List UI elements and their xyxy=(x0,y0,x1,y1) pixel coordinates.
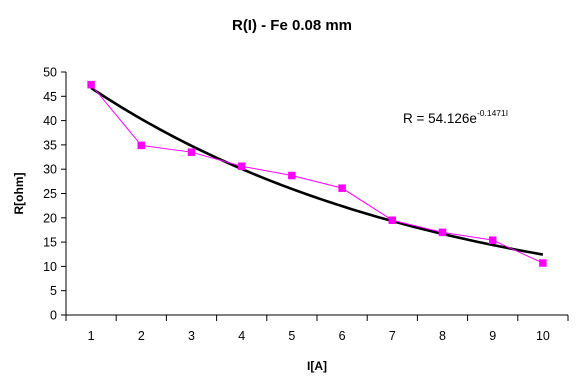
y-tick-label: 50 xyxy=(43,66,57,80)
x-tick-label: 8 xyxy=(439,329,446,343)
y-tick-label: 45 xyxy=(43,90,57,104)
data-point-marker xyxy=(87,80,95,89)
data-point-marker xyxy=(488,236,497,244)
x-axis-label: I[A] xyxy=(307,359,327,373)
data-point-marker xyxy=(137,141,146,150)
y-tick-label: 0 xyxy=(50,309,57,323)
x-tick-label: 10 xyxy=(536,329,550,343)
x-tick-label: 7 xyxy=(389,329,396,343)
y-tick-label: 25 xyxy=(43,187,57,201)
x-axis-ticks: 1 2 3 4 5 6 7 8 9 10 xyxy=(65,315,569,343)
x-tick-label: 4 xyxy=(238,329,245,343)
y-tick-label: 40 xyxy=(43,114,57,128)
y-tick-label: 15 xyxy=(43,236,57,250)
x-tick-label: 1 xyxy=(88,329,95,343)
y-axis-label: R[ohm] xyxy=(12,173,26,215)
series-markers xyxy=(87,80,547,267)
data-point-marker xyxy=(187,148,196,156)
x-tick-label: 6 xyxy=(339,329,346,343)
data-point-marker xyxy=(388,216,397,224)
data-point-marker xyxy=(338,184,346,192)
data-point-marker xyxy=(539,259,547,267)
y-tick-label: 30 xyxy=(43,163,57,177)
x-tick-label: 5 xyxy=(288,329,295,343)
trend-line xyxy=(90,86,544,256)
x-tick-label: 2 xyxy=(138,329,145,343)
y-tick-label: 10 xyxy=(43,260,57,274)
trend-equation: R = 54.126e-0.1471I xyxy=(403,108,508,126)
x-tick-label: 3 xyxy=(188,329,195,343)
data-point-marker xyxy=(288,171,296,180)
y-tick-label: 5 xyxy=(50,284,57,298)
data-point-marker xyxy=(237,162,246,171)
data-point-marker xyxy=(438,228,447,237)
chart-title: R(I) - Fe 0.08 mm xyxy=(232,17,352,34)
trend-equation-base: R = 54.126e xyxy=(403,111,477,126)
series-line xyxy=(90,84,544,264)
x-tick-label: 9 xyxy=(489,329,496,343)
y-tick-label: 20 xyxy=(43,211,57,225)
y-tick-label: 35 xyxy=(43,138,57,152)
y-axis-ticks: 0 5 10 15 20 25 30 35 40 45 50 xyxy=(43,66,66,323)
trend-equation-exponent: -0.1471I xyxy=(477,108,508,118)
